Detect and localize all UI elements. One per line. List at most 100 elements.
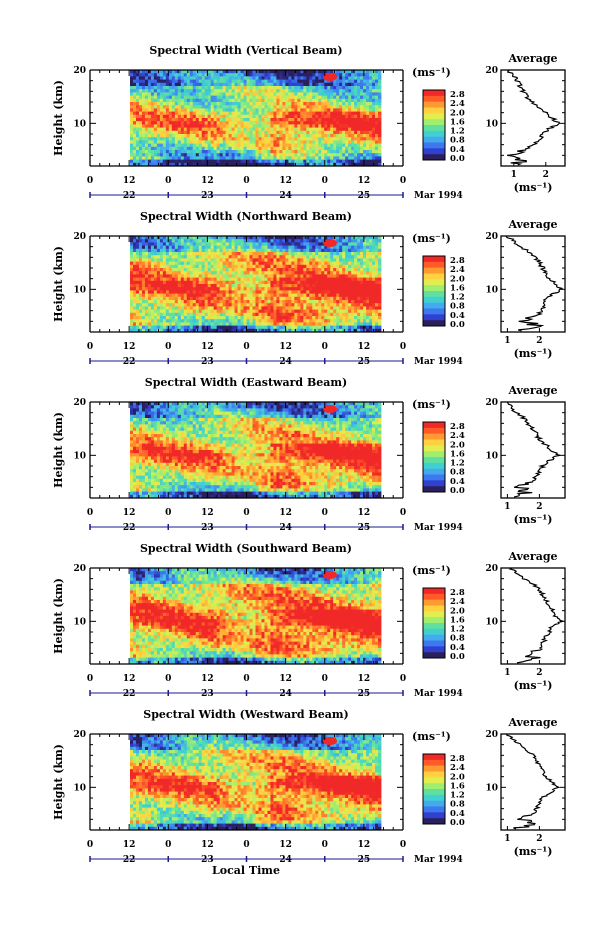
heatmap-cell (309, 83, 312, 87)
heatmap-cell (348, 115, 351, 119)
heatmap-cell (303, 121, 306, 125)
avg-y-tick-label: 20 (485, 66, 498, 76)
heatmap-cell (285, 297, 288, 301)
heatmap-cell (348, 147, 351, 151)
heatmap-cell (190, 287, 193, 291)
heatmap-cell (211, 99, 214, 103)
heatmap-cell (294, 108, 297, 112)
heatmap-cell (157, 99, 160, 103)
heatmap-cell (324, 147, 327, 151)
heatmap-cell (300, 313, 303, 317)
heatmap-cell (294, 99, 297, 103)
heatmap-cell (372, 118, 375, 122)
heatmap-cell (220, 131, 223, 135)
heatmap-cell (357, 112, 360, 116)
heatmap-cell (333, 121, 336, 125)
heatmap-cell (258, 99, 261, 103)
heatmap-cell (166, 137, 169, 141)
heatmap-cell (211, 83, 214, 87)
heatmap-cell (208, 274, 211, 278)
heatmap-cell (190, 144, 193, 148)
heatmap-cell (273, 76, 276, 80)
heatmap-cell (244, 89, 247, 93)
heatmap-cell (309, 80, 312, 84)
heatmap-cell (196, 300, 199, 304)
heatmap-cell (300, 316, 303, 320)
heatmap-cell (214, 313, 217, 317)
heatmap-cell (229, 297, 232, 301)
heatmap-cell (273, 144, 276, 148)
heatmap-cell (229, 255, 232, 259)
heatmap-cell (211, 118, 214, 122)
heatmap-cell (196, 290, 199, 294)
heatmap-cell (214, 239, 217, 243)
heatmap-cell (136, 108, 139, 112)
heatmap-cell (345, 303, 348, 307)
heatmap-cell (339, 131, 342, 135)
heatmap-cell (166, 128, 169, 132)
heatmap-cell (226, 86, 229, 90)
heatmap-cell (309, 99, 312, 103)
heatmap-cell (372, 306, 375, 310)
heatmap-cell (157, 258, 160, 262)
heatmap-cell (139, 134, 142, 138)
heatmap-cell (348, 156, 351, 160)
heatmap-cell (294, 297, 297, 301)
heatmap-cell (199, 83, 202, 87)
heatmap-cell (339, 258, 342, 262)
heatmap-cell (214, 246, 217, 250)
heatmap-cell (366, 249, 369, 253)
heatmap-cell (351, 249, 354, 253)
heatmap-cell (226, 281, 229, 285)
heatmap-cell (285, 124, 288, 128)
heatmap-cell (229, 316, 232, 320)
heatmap-cell (199, 252, 202, 256)
heatmap-cell (169, 144, 172, 148)
heatmap-cell (369, 156, 372, 160)
heatmap-cell (238, 73, 241, 77)
heatmap-cell (181, 105, 184, 109)
heatmap-cell (264, 96, 267, 100)
heatmap-cell (270, 147, 273, 151)
heatmap-cell (309, 306, 312, 310)
heatmap-cell (241, 287, 244, 291)
heatmap-cell (258, 124, 261, 128)
heatmap-cell (166, 134, 169, 138)
heatmap-cell (378, 246, 381, 250)
heatmap-cell (190, 128, 193, 132)
heatmap-cell (229, 156, 232, 160)
heatmap-cell (270, 83, 273, 87)
heatmap-cell (142, 115, 145, 119)
heatmap-cell (366, 73, 369, 77)
heatmap-cell (360, 86, 363, 90)
heatmap-cell (267, 150, 270, 154)
heatmap-cell (315, 144, 318, 148)
heatmap-cell (375, 89, 378, 93)
heatmap-cell (154, 252, 157, 256)
heatmap-cell (312, 290, 315, 294)
heatmap-cell (181, 137, 184, 141)
heatmap-cell (297, 290, 300, 294)
heatmap-cell (279, 147, 282, 151)
heatmap-cell (205, 140, 208, 144)
heatmap-cell (238, 262, 241, 266)
heatmap-cell (250, 140, 253, 144)
heatmap-cell (229, 73, 232, 77)
heatmap-cell (258, 108, 261, 112)
heatmap-cell (151, 92, 154, 96)
heatmap-cell (196, 92, 199, 96)
heatmap-cell (253, 105, 256, 109)
heatmap-cell (285, 137, 288, 141)
heatmap-cell (133, 76, 136, 80)
heatmap-cell (217, 96, 220, 100)
heatmap-cell (309, 297, 312, 301)
heatmap-cell (142, 281, 145, 285)
heatmap-cell (136, 249, 139, 253)
heatmap-cell (142, 322, 145, 326)
heatmap-cell (229, 268, 232, 272)
heatmap-cell (306, 105, 309, 109)
heatmap-cell (163, 140, 166, 144)
heatmap-cell (363, 121, 366, 125)
heatmap-cell (193, 271, 196, 275)
heatmap-cell (139, 121, 142, 125)
